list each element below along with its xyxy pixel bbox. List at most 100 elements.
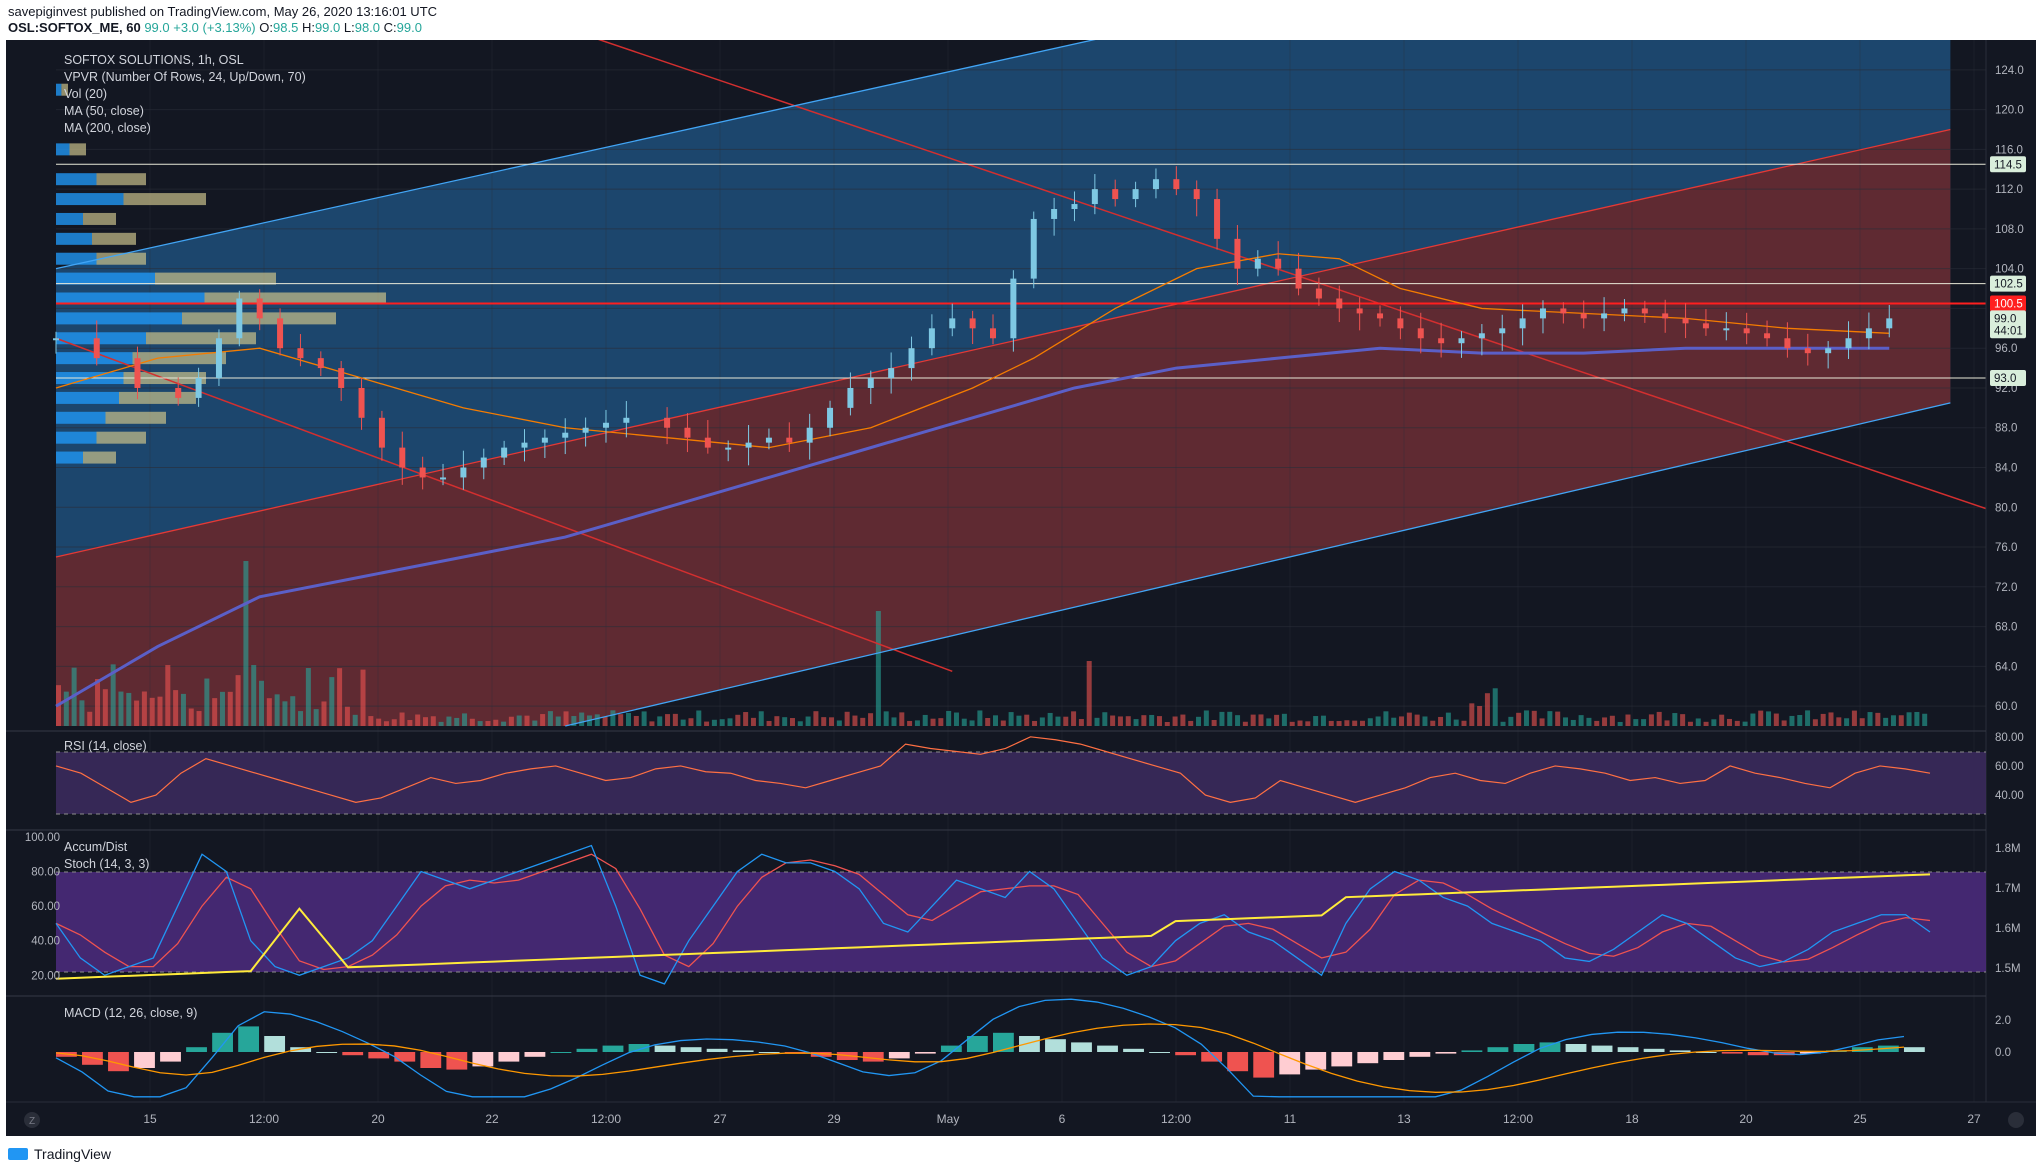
candle-body — [1458, 338, 1465, 344]
price-pane[interactable] — [53, 40, 2012, 1102]
volume-bar — [1406, 712, 1412, 726]
volume-bar — [750, 717, 756, 726]
price-tick-label: 88.0 — [1995, 423, 2017, 435]
candle-body — [1764, 333, 1771, 339]
volume-bar — [1016, 715, 1022, 726]
volume-bar — [313, 709, 319, 726]
macd-hist-bar — [1019, 1036, 1040, 1052]
red-channel-upper[interactable] — [55, 128, 1951, 558]
macd-hist-bar — [758, 1052, 780, 1053]
volume-bar — [95, 679, 101, 726]
candle-body — [419, 467, 426, 478]
volume-bar — [930, 718, 936, 726]
volume-bar — [282, 701, 288, 726]
price-tick-label: 112.0 — [1995, 184, 2023, 196]
volume-bar — [1516, 712, 1522, 726]
footer-brand[interactable]: TradingView — [8, 1146, 111, 1162]
settings-gear-icon[interactable] — [2008, 1112, 2024, 1128]
volume-bar — [1539, 718, 1545, 726]
candle-body — [1641, 308, 1648, 314]
volume-bar — [1399, 716, 1405, 726]
volume-bar — [1687, 721, 1693, 726]
volume-bar — [875, 611, 881, 726]
vpvr-down-bar — [96, 173, 146, 186]
volume-bar — [914, 720, 920, 726]
macd-axis-ticks: 2.0 0.0 — [1995, 1015, 2011, 1059]
volume-bar — [493, 719, 499, 726]
candle-body — [1030, 218, 1037, 279]
volume-bar — [469, 718, 475, 726]
legend-ma200: MA (200, close) — [64, 121, 151, 135]
vpvr-up-bar — [56, 431, 97, 444]
macd-hist-bar — [1435, 1052, 1457, 1054]
macd-hist-bar — [316, 1052, 338, 1053]
volume-bar — [1110, 715, 1116, 726]
volume-bar — [1547, 711, 1553, 726]
price-badge: 93.0 — [1994, 373, 2016, 385]
macd-hist-bar — [342, 1052, 364, 1056]
candle-body — [1315, 288, 1322, 299]
macd-hist-bar — [602, 1045, 624, 1052]
vpvr-up-bar — [56, 193, 124, 206]
rsi-pane[interactable]: 80.00 60.00 40.00 — [6, 730, 2024, 815]
legend-vpvr: VPVR (Number Of Rows, 24, Up/Down, 70) — [64, 70, 306, 84]
macd-hist-bar — [1695, 1052, 1717, 1053]
ma50-line — [55, 253, 1890, 449]
last-price: 99.0 — [144, 20, 170, 35]
volume-bar — [1500, 721, 1506, 726]
volume-bar — [1180, 714, 1186, 726]
volume-bar — [1336, 721, 1342, 726]
stoch-tick-label: 40.00 — [31, 936, 60, 948]
trading-chart[interactable]: 124.0120.0116.0112.0108.0104.0100.096.09… — [0, 40, 2041, 1136]
volume-bar — [1844, 718, 1850, 726]
stoch-k-line — [55, 844, 1931, 985]
volume-bar — [1297, 720, 1303, 726]
macd-hist-bar — [940, 1045, 962, 1052]
horizontal-levels[interactable] — [56, 163, 1986, 379]
candle-body — [1071, 204, 1078, 210]
volume-bar — [1859, 718, 1865, 726]
volume-bar — [102, 689, 108, 726]
volume-bar — [1375, 716, 1381, 726]
volume-bar — [126, 692, 132, 726]
volume-bar — [696, 710, 702, 726]
macd-signal-line — [55, 1023, 1905, 1093]
candle-body — [908, 348, 915, 369]
volume-bar — [1508, 716, 1514, 726]
volume-bar — [266, 698, 272, 726]
rsi-axis-ticks: 80.00 60.00 40.00 — [1995, 732, 2024, 802]
volume-bar — [1875, 712, 1881, 726]
volume-bar — [626, 712, 632, 726]
candle-body — [1091, 189, 1098, 205]
ohlc-low: 98.0 — [354, 20, 381, 35]
price-tick-label: 124.0 — [1995, 65, 2024, 77]
main-legend: SOFTOX SOLUTIONS, 1h, OSL VPVR (Number O… — [64, 53, 306, 135]
macd-hist-bar — [1331, 1052, 1353, 1067]
volume-bar — [1492, 688, 1498, 726]
volume-bar — [1836, 717, 1842, 726]
price-scale[interactable] — [1986, 40, 2036, 1136]
candle-body — [1519, 318, 1526, 329]
volume-bar — [852, 715, 858, 726]
blue-channel-upper[interactable] — [55, 40, 1115, 270]
macd-hist-bar — [1617, 1047, 1639, 1052]
macd-pane[interactable]: 2.0 0.0 — [6, 995, 2011, 1098]
blue-channel-lower[interactable] — [565, 402, 1951, 727]
downtrend-line-2[interactable] — [55, 337, 953, 673]
vpvr-down-bar — [119, 391, 196, 404]
volume-bar — [938, 718, 944, 726]
volume-bar — [1695, 718, 1701, 726]
candle-body — [53, 338, 59, 341]
volume-bar — [1250, 714, 1256, 726]
volume-bar — [758, 711, 764, 726]
candle-body — [1621, 308, 1628, 314]
volume-bar — [821, 717, 827, 726]
volume-bar — [547, 711, 553, 726]
time-label: 20 — [371, 1112, 385, 1126]
volume-bar — [422, 717, 428, 726]
time-axis[interactable]: 15 12:00 20 22 12:00 27 29 May 6 12:00 11 13 12:00 18… — [143, 1112, 1981, 1126]
time-label: 20 — [1739, 1112, 1753, 1126]
macd-hist-bar — [732, 1050, 754, 1052]
zoom-icon[interactable] — [24, 1112, 40, 1128]
